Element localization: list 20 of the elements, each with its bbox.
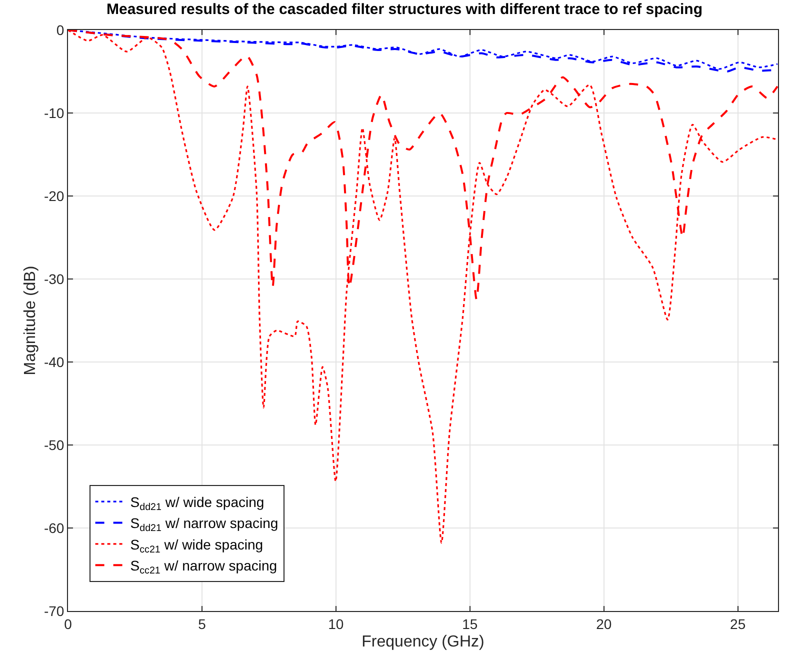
x-tick-label: 15: [462, 616, 478, 632]
x-axis-title: Frequency (GHz): [362, 634, 484, 650]
x-tick-label: 5: [198, 616, 206, 632]
y-tick-label: -10: [44, 104, 64, 121]
chart-title: Measured results of the cascaded filter structures with different trace to ref spacing: [106, 0, 702, 18]
y-tick-label: -30: [44, 270, 64, 287]
legend-label: S$_{cc21}$ w/ narrow spacing: [130, 558, 278, 577]
x-tick-label: 25: [730, 616, 746, 632]
y-tick-label: 0: [56, 22, 64, 38]
y-tick-label: -60: [44, 520, 64, 536]
legend-label: S$_{dd21}$ w/ wide spacing: [130, 494, 264, 513]
y-tick-label: -50: [44, 436, 64, 453]
y-tick-label: -40: [44, 354, 64, 370]
legend-label: S$_{cc21}$ w/ wide spacing: [130, 536, 264, 556]
y-axis-title: Magnitude (dB): [22, 266, 39, 376]
x-tick-label: 10: [328, 616, 344, 632]
x-tick-label: 20: [596, 616, 612, 632]
y-tick-label: -20: [44, 188, 64, 204]
legend-label: S$_{dd21}$ w/ narrow spacing: [130, 515, 278, 534]
y-tick-label: -70: [44, 602, 64, 619]
